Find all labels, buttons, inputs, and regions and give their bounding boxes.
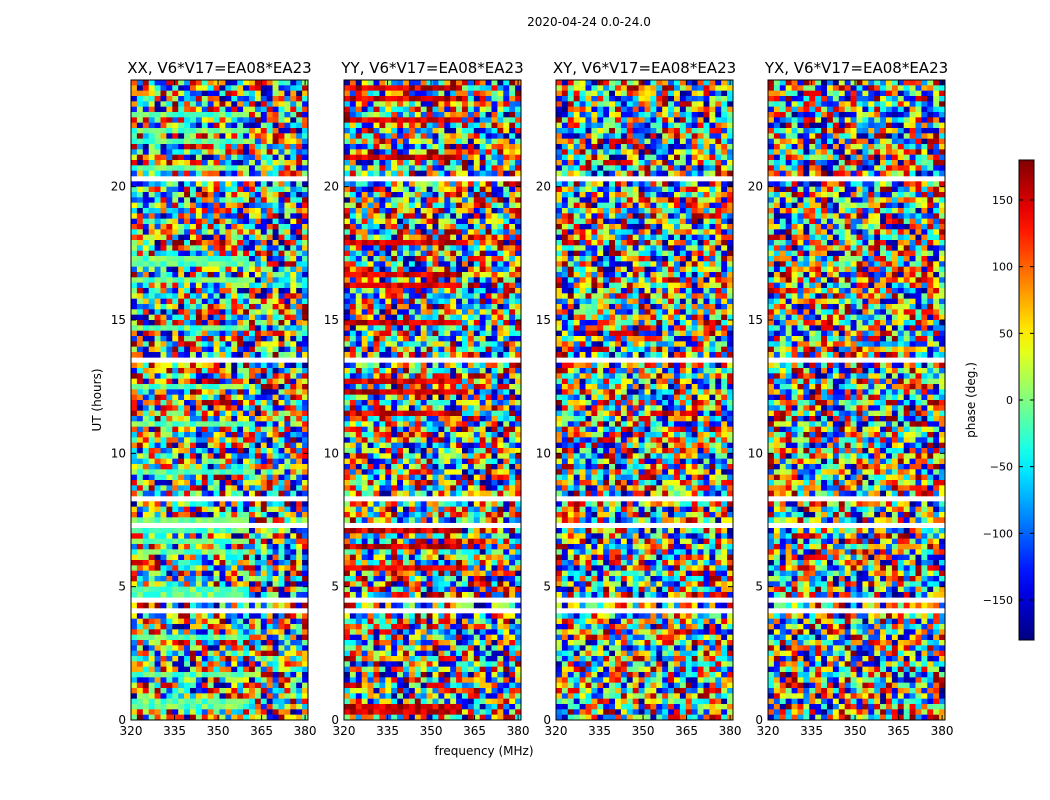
panel-4: YX, V6*V17=EA08*EA23 320 335 350 365 380 0 5 10 1… xyxy=(748,59,954,738)
y-tick-label: 0 xyxy=(118,713,126,727)
x-tick-label: 350 xyxy=(632,724,655,738)
y-tick-label: 15 xyxy=(748,313,763,327)
heatmap-cells xyxy=(344,80,522,721)
y-tick-label: 0 xyxy=(331,713,339,727)
colorbar-tick-label: −150 xyxy=(983,594,1013,607)
panel-2: YY, V6*V17=EA08*EA23 320 335 350 365 380 0 5 10 1… xyxy=(324,59,530,738)
heatmap-cells xyxy=(556,80,734,721)
panel-frame xyxy=(555,79,734,721)
x-tick-label: 320 xyxy=(333,724,356,738)
x-tick-label: 335 xyxy=(588,724,611,738)
panel-title: YX, V6*V17=EA08*EA23 xyxy=(764,59,948,77)
y-tick-label: 20 xyxy=(536,180,551,194)
panel-frame xyxy=(130,79,309,721)
colorbar-tick-label: 0 xyxy=(1006,394,1013,407)
heatmap-cells xyxy=(768,80,946,721)
y-tick-label: 15 xyxy=(324,313,339,327)
x-tick-label: 335 xyxy=(800,724,823,738)
y-tick-label: 0 xyxy=(755,713,763,727)
figure-suptitle: 2020-04-24 0.0-24.0 xyxy=(527,15,651,29)
y-tick-label: 10 xyxy=(536,446,551,460)
y-tick-label: 20 xyxy=(748,180,763,194)
x-tick-label: 350 xyxy=(844,724,867,738)
y-tick-label: 10 xyxy=(111,446,126,460)
x-tick-label: 350 xyxy=(207,724,230,738)
y-tick-label: 5 xyxy=(755,580,763,594)
y-tick-label: 20 xyxy=(324,180,339,194)
y-axis-label: UT (hours) xyxy=(90,368,104,431)
x-tick-label: 365 xyxy=(887,724,910,738)
x-tick-label: 320 xyxy=(120,724,143,738)
panel-frame xyxy=(343,79,522,721)
panel-title: XX, V6*V17=EA08*EA23 xyxy=(127,59,311,77)
panel-3: XY, V6*V17=EA08*EA23 320 335 350 365 380 0 5 10 1… xyxy=(536,59,742,738)
x-tick-label: 380 xyxy=(719,724,742,738)
x-tick-label: 380 xyxy=(507,724,530,738)
colorbar-tick-label: −50 xyxy=(990,461,1013,474)
x-tick-label: 365 xyxy=(675,724,698,738)
y-tick-label: 15 xyxy=(536,313,551,327)
panel-title: XY, V6*V17=EA08*EA23 xyxy=(553,59,736,77)
x-tick-label: 335 xyxy=(163,724,186,738)
x-axis-label: frequency (MHz) xyxy=(434,744,533,758)
y-tick-label: 5 xyxy=(543,580,551,594)
colorbar-tick-label: 50 xyxy=(999,327,1013,340)
colorbar-tick-label: 150 xyxy=(992,194,1013,207)
colorbar-label: phase (deg.) xyxy=(964,362,978,438)
heatmap-panels: XX, V6*V17=EA08*EA23 320 335 350 365 380 0 5 10 1… xyxy=(111,59,954,738)
x-tick-label: 320 xyxy=(545,724,568,738)
heatmap-cells xyxy=(131,80,309,721)
y-tick-label: 10 xyxy=(324,446,339,460)
colorbar: 150 100 50 0 −50 −100 −150 xyxy=(983,159,1035,641)
x-tick-label: 365 xyxy=(250,724,273,738)
colorbar-tick-label: −100 xyxy=(983,527,1013,540)
panel-title: YY, V6*V17=EA08*EA23 xyxy=(340,59,523,77)
panel-frame xyxy=(767,79,946,721)
colorbar-tick-label: 100 xyxy=(992,261,1013,274)
x-tick-label: 380 xyxy=(931,724,954,738)
y-tick-label: 5 xyxy=(118,580,126,594)
y-tick-label: 20 xyxy=(111,180,126,194)
y-tick-label: 15 xyxy=(111,313,126,327)
panel-1: XX, V6*V17=EA08*EA23 320 335 350 365 380 0 5 10 1… xyxy=(111,59,317,738)
y-tick-label: 0 xyxy=(543,713,551,727)
x-tick-label: 365 xyxy=(463,724,486,738)
x-tick-label: 380 xyxy=(294,724,317,738)
x-tick-label: 335 xyxy=(376,724,399,738)
x-tick-label: 320 xyxy=(757,724,780,738)
x-tick-label: 350 xyxy=(420,724,443,738)
y-tick-label: 5 xyxy=(331,580,339,594)
y-tick-label: 10 xyxy=(748,446,763,460)
